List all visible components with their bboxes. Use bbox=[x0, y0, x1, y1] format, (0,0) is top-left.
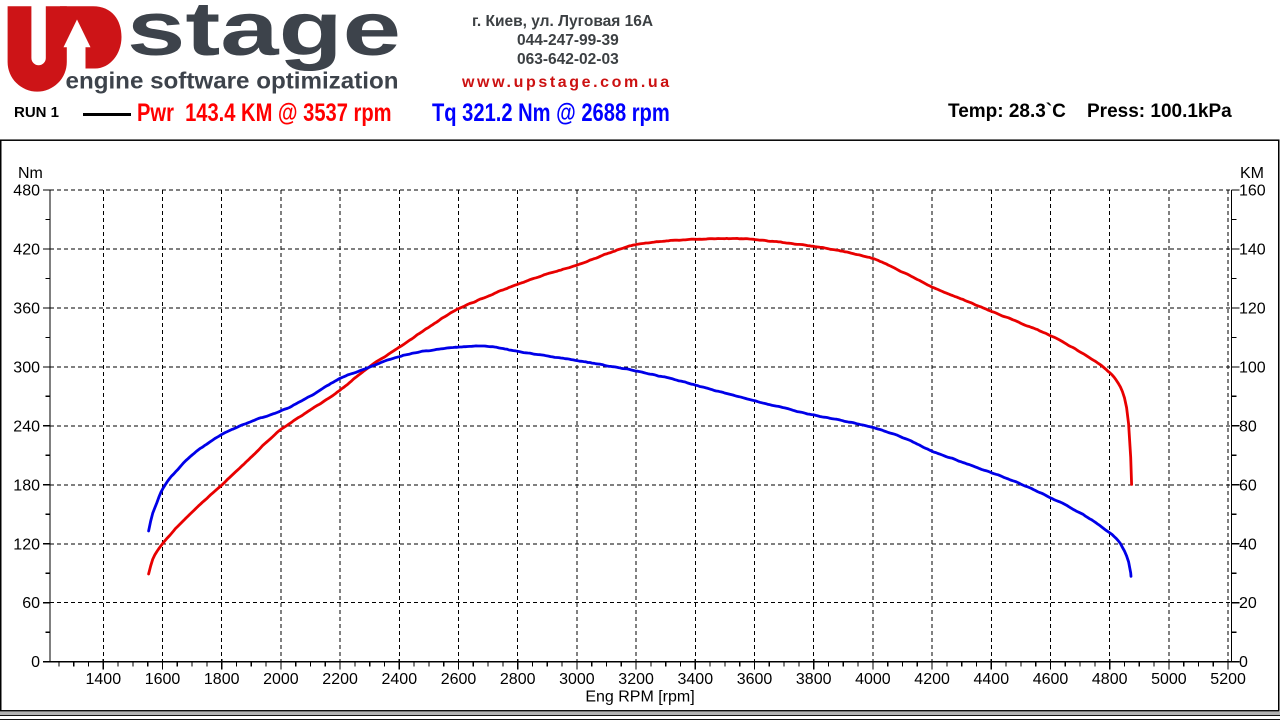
svg-text:4000: 4000 bbox=[855, 671, 891, 688]
svg-text:3200: 3200 bbox=[618, 671, 654, 688]
svg-text:2800: 2800 bbox=[500, 671, 536, 688]
svg-text:480: 480 bbox=[13, 182, 40, 199]
svg-text:2200: 2200 bbox=[322, 671, 358, 688]
svg-text:240: 240 bbox=[13, 418, 40, 435]
svg-text:KM: KM bbox=[1240, 165, 1264, 182]
svg-text:5200: 5200 bbox=[1210, 671, 1246, 688]
svg-text:5000: 5000 bbox=[1151, 671, 1187, 688]
svg-text:2400: 2400 bbox=[382, 671, 418, 688]
svg-text:stage: stage bbox=[127, 0, 401, 72]
svg-text:20: 20 bbox=[1239, 595, 1257, 612]
svg-text:2600: 2600 bbox=[441, 671, 477, 688]
svg-text:1400: 1400 bbox=[86, 671, 122, 688]
svg-text:300: 300 bbox=[13, 359, 40, 376]
svg-text:3400: 3400 bbox=[678, 671, 714, 688]
svg-text:4800: 4800 bbox=[1092, 671, 1128, 688]
svg-text:0: 0 bbox=[31, 654, 40, 671]
svg-text:100: 100 bbox=[1239, 359, 1266, 376]
svg-text:60: 60 bbox=[1239, 477, 1257, 494]
svg-text:120: 120 bbox=[1239, 300, 1266, 317]
svg-text:Nm: Nm bbox=[18, 165, 43, 182]
svg-text:1800: 1800 bbox=[204, 671, 240, 688]
svg-text:engine software optimization: engine software optimization bbox=[66, 68, 399, 94]
svg-text:120: 120 bbox=[13, 536, 40, 553]
svg-text:0: 0 bbox=[1239, 654, 1248, 671]
svg-text:40: 40 bbox=[1239, 536, 1257, 553]
svg-text:2000: 2000 bbox=[263, 671, 299, 688]
svg-text:60: 60 bbox=[22, 595, 40, 612]
svg-text:3800: 3800 bbox=[796, 671, 832, 688]
svg-text:3000: 3000 bbox=[559, 671, 595, 688]
svg-text:160: 160 bbox=[1239, 182, 1266, 199]
svg-text:80: 80 bbox=[1239, 418, 1257, 435]
svg-text:3600: 3600 bbox=[737, 671, 773, 688]
svg-text:360: 360 bbox=[13, 300, 40, 317]
svg-text:140: 140 bbox=[1239, 241, 1266, 258]
svg-text:4600: 4600 bbox=[1033, 671, 1069, 688]
svg-text:Eng RPM [rpm]: Eng RPM [rpm] bbox=[585, 689, 694, 706]
svg-text:180: 180 bbox=[13, 477, 40, 494]
svg-text:4200: 4200 bbox=[914, 671, 950, 688]
svg-text:420: 420 bbox=[13, 241, 40, 258]
svg-text:1600: 1600 bbox=[145, 671, 181, 688]
svg-text:4400: 4400 bbox=[974, 671, 1010, 688]
